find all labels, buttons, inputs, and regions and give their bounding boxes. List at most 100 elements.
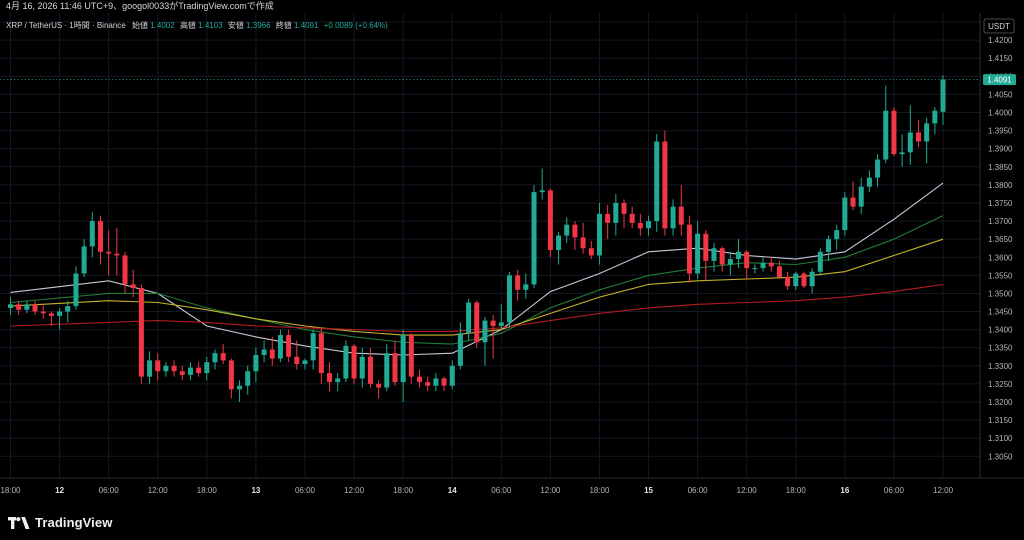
candle-body xyxy=(809,271,815,287)
candle xyxy=(760,257,766,272)
candle xyxy=(899,134,905,167)
candle xyxy=(637,213,643,236)
candle xyxy=(572,221,578,251)
candle-body xyxy=(744,251,750,269)
candle xyxy=(302,358,308,370)
time-tick-label: 12:00 xyxy=(148,486,169,495)
price-tick-label: 1.3500 xyxy=(988,289,1013,298)
candle xyxy=(237,380,243,403)
candle-body xyxy=(752,268,758,270)
candle-body xyxy=(171,365,177,372)
candle xyxy=(727,251,733,276)
candle-body xyxy=(817,251,823,272)
price-tick-label: 1.3050 xyxy=(988,452,1013,461)
candle-body xyxy=(523,284,529,290)
candle-body xyxy=(915,132,921,142)
candle xyxy=(253,347,259,383)
candle-body xyxy=(711,248,717,261)
price-tick-label: 1.4050 xyxy=(988,90,1013,99)
candle-body xyxy=(654,141,660,222)
candle xyxy=(367,347,373,388)
price-tick-label: 1.3800 xyxy=(988,181,1013,190)
price-tick-label: 1.3400 xyxy=(988,326,1013,335)
candle-body xyxy=(384,353,390,388)
candle-body xyxy=(727,259,733,265)
candle xyxy=(866,170,872,193)
candle-body xyxy=(73,273,79,307)
candle xyxy=(32,300,38,316)
candle xyxy=(834,224,840,251)
candle-body xyxy=(367,356,373,384)
candle-body xyxy=(302,360,308,365)
price-tick-label: 1.3900 xyxy=(988,145,1013,154)
candle-body xyxy=(891,110,897,155)
candle xyxy=(785,271,791,290)
candle-body xyxy=(253,354,259,372)
candle xyxy=(858,177,864,214)
candle xyxy=(466,298,472,341)
candle-body xyxy=(425,382,431,386)
candle xyxy=(16,300,22,316)
candle xyxy=(57,307,63,330)
time-tick-label: 13 xyxy=(251,486,260,495)
candle xyxy=(907,105,913,165)
candle xyxy=(73,266,79,310)
candle xyxy=(596,202,602,265)
candle-body xyxy=(883,110,889,160)
candle xyxy=(588,240,594,260)
candle-body xyxy=(760,262,766,269)
candle xyxy=(678,184,684,236)
candle-body xyxy=(327,373,333,383)
candle xyxy=(318,327,324,384)
candle xyxy=(48,311,54,327)
price-tick-label: 1.3700 xyxy=(988,217,1013,226)
legend-close-value: 1.4091 xyxy=(294,21,319,30)
candle-body xyxy=(588,248,594,256)
time-tick-label: 06:00 xyxy=(884,486,905,495)
candle-body xyxy=(359,356,365,379)
candle xyxy=(441,376,447,392)
candle-body xyxy=(932,110,938,124)
price-tick-label: 1.3550 xyxy=(988,271,1013,280)
chart-frame[interactable]: XRP / TetherUS · 1時間 · Binance 始値 1.4002… xyxy=(0,13,1024,505)
current-price-value: 1.4091 xyxy=(987,76,1012,85)
candle-body xyxy=(899,152,905,155)
candle xyxy=(915,119,921,147)
time-tick-label: 14 xyxy=(448,486,457,495)
price-tick-label: 1.3250 xyxy=(988,380,1013,389)
candle-body xyxy=(400,335,406,383)
price-tick-label: 1.3300 xyxy=(988,362,1013,371)
price-chart[interactable]: XRP / TetherUS · 1時間 · Binance 始値 1.4002… xyxy=(0,13,1024,505)
candle-body xyxy=(662,141,668,229)
time-tick-label: 15 xyxy=(644,486,653,495)
candle xyxy=(417,369,422,388)
tradingview-logo[interactable]: TradingView xyxy=(8,515,112,530)
candle-body xyxy=(703,233,709,261)
time-tick-label: 12:00 xyxy=(737,486,758,495)
candle-body xyxy=(826,239,831,252)
candle xyxy=(449,360,455,390)
candle xyxy=(703,230,709,281)
candle-body xyxy=(801,273,807,287)
candle-body xyxy=(646,221,652,229)
candle xyxy=(613,193,619,236)
currency-badge[interactable]: USDT xyxy=(983,18,1015,34)
candle xyxy=(384,344,390,392)
candle xyxy=(196,362,202,377)
candle-body xyxy=(204,362,210,374)
candle-body xyxy=(572,224,578,238)
time-tick-label: 06:00 xyxy=(688,486,709,495)
candle-body xyxy=(850,197,856,207)
candle xyxy=(826,235,831,261)
time-tick-label: 12:00 xyxy=(344,486,365,495)
candle xyxy=(523,273,529,299)
legend-high-value: 1.4103 xyxy=(198,21,223,30)
candle-body xyxy=(310,333,316,361)
candle xyxy=(277,329,283,363)
candle-body xyxy=(8,304,13,308)
candle xyxy=(695,221,701,279)
candle-body xyxy=(866,177,872,187)
candle xyxy=(40,304,46,319)
candle-body xyxy=(261,349,267,355)
footer: TradingView xyxy=(0,505,1024,540)
